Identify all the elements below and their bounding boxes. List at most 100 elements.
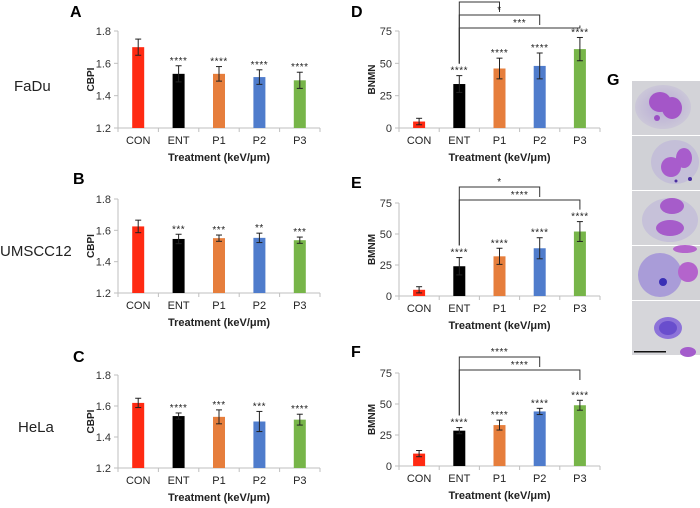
y-tick-label: 0 <box>386 461 392 473</box>
significance-marker: *** <box>172 224 185 235</box>
comparison-significance: *** <box>513 18 526 29</box>
x-tick-label: P3 <box>293 300 306 312</box>
comparison-significance: * <box>497 177 501 188</box>
x-tick-label: P2 <box>253 300 266 312</box>
bar-p2 <box>253 77 266 128</box>
x-tick-label: ENT <box>448 303 470 315</box>
y-axis-title: CBPI <box>86 409 97 433</box>
x-axis-title: Treatment (keV/μm) <box>168 152 270 164</box>
bar-p1 <box>213 416 225 468</box>
x-tick-label: ENT <box>168 300 190 312</box>
micrograph-binucleated-cell <box>632 136 700 190</box>
y-tick-label: 25 <box>380 430 392 442</box>
x-tick-label: CON <box>126 475 151 487</box>
bar-p1 <box>213 238 225 293</box>
bar-ent <box>172 416 185 468</box>
x-tick-label: P1 <box>493 135 506 147</box>
significance-marker: **** <box>531 228 549 239</box>
x-tick-label: P1 <box>493 473 506 485</box>
x-tick-label: P1 <box>212 135 225 147</box>
panel-label: D <box>351 4 363 21</box>
significance-marker: **** <box>251 60 269 71</box>
y-tick-label: 1.8 <box>96 26 111 38</box>
x-tick-label: CON <box>407 135 432 147</box>
significance-marker: **** <box>291 62 309 73</box>
significance-marker: **** <box>451 248 469 259</box>
y-tick-label: 1.4 <box>96 257 111 269</box>
significance-marker: ** <box>255 223 264 234</box>
x-axis-title: Treatment (keV/μm) <box>448 152 550 164</box>
y-axis-title: BMNM <box>367 404 378 435</box>
significance-marker: **** <box>170 56 188 67</box>
significance-marker: **** <box>451 418 469 429</box>
significance-marker: **** <box>491 238 509 249</box>
y-tick-label: 50 <box>380 58 392 70</box>
significance-marker: **** <box>451 66 469 77</box>
significance-marker: *** <box>293 227 306 238</box>
x-tick-label: P2 <box>533 473 546 485</box>
cell-line-label-fadu: FaDu <box>14 78 51 95</box>
comparison-bracket <box>458 25 581 64</box>
y-tick-label: 25 <box>380 260 392 272</box>
y-axis-title: CBPI <box>86 67 97 91</box>
x-tick-label: P2 <box>533 135 546 147</box>
bar-p3 <box>573 231 586 296</box>
x-tick-label: P3 <box>573 473 586 485</box>
bar-ent <box>453 266 466 296</box>
bar-p1 <box>493 68 506 128</box>
bar-ent <box>453 84 466 128</box>
x-tick-label: P2 <box>253 475 266 487</box>
y-tick-label: 1.4 <box>96 91 111 103</box>
bar-ent <box>172 73 185 128</box>
bar-p3 <box>293 419 306 468</box>
y-tick-label: 75 <box>380 198 392 210</box>
comparison-significance: **** <box>511 190 529 201</box>
x-tick-label: P3 <box>573 135 586 147</box>
y-tick-label: 1.8 <box>96 370 111 382</box>
x-tick-label: P3 <box>293 475 306 487</box>
bar-p2 <box>253 421 266 468</box>
y-tick-label: 1.2 <box>96 288 111 300</box>
x-tick-label: P2 <box>253 135 266 147</box>
bar-p3 <box>573 49 586 128</box>
y-tick-label: 1.6 <box>96 401 111 413</box>
y-tick-label: 1.2 <box>96 463 111 475</box>
significance-marker: **** <box>531 43 549 54</box>
bar-p1 <box>493 425 506 466</box>
bar-ent <box>172 238 185 293</box>
chart-panel-f: F 0 25 50 75 BMNM Treatment (keV/μm) CON ENT ****… <box>351 344 601 502</box>
x-tick-label: CON <box>407 473 432 485</box>
y-tick-label: 50 <box>380 229 392 241</box>
x-tick-label: CON <box>126 300 151 312</box>
comparison-significance: **** <box>491 347 509 358</box>
bar-p2 <box>533 65 546 128</box>
bar-p3 <box>293 80 306 128</box>
significance-marker: **** <box>491 48 509 59</box>
x-tick-label: P3 <box>573 303 586 315</box>
panel-label: C <box>73 349 85 366</box>
x-tick-label: ENT <box>448 135 470 147</box>
y-tick-label: 0 <box>386 291 392 303</box>
x-tick-label: ENT <box>448 473 470 485</box>
bar-p3 <box>573 405 586 466</box>
x-tick-label: P2 <box>533 303 546 315</box>
bar-p2 <box>533 411 546 466</box>
significance-marker: *** <box>212 400 225 411</box>
micrograph-binucleated-with-micronucleus <box>632 81 700 135</box>
micrograph-apoptotic-cell <box>632 245 700 300</box>
x-axis-title: Treatment (keV/μm) <box>168 492 270 504</box>
x-tick-label: CON <box>126 135 151 147</box>
x-tick-label: P3 <box>293 135 306 147</box>
x-tick-label: P1 <box>212 300 225 312</box>
x-tick-label: ENT <box>168 475 190 487</box>
cell-line-label-hela: HeLa <box>18 419 55 436</box>
chart-panel-a: A 1.2 1.4 1.6 1.8 CBPI Treatment (keV/μm) CON EN… <box>70 4 321 164</box>
significance-marker: **** <box>491 410 509 421</box>
panel-label: F <box>351 344 361 361</box>
significance-marker: **** <box>291 404 309 415</box>
y-tick-label: 75 <box>380 368 392 380</box>
y-tick-label: 1.4 <box>96 432 111 444</box>
y-axis-title: CBPI <box>86 234 97 258</box>
